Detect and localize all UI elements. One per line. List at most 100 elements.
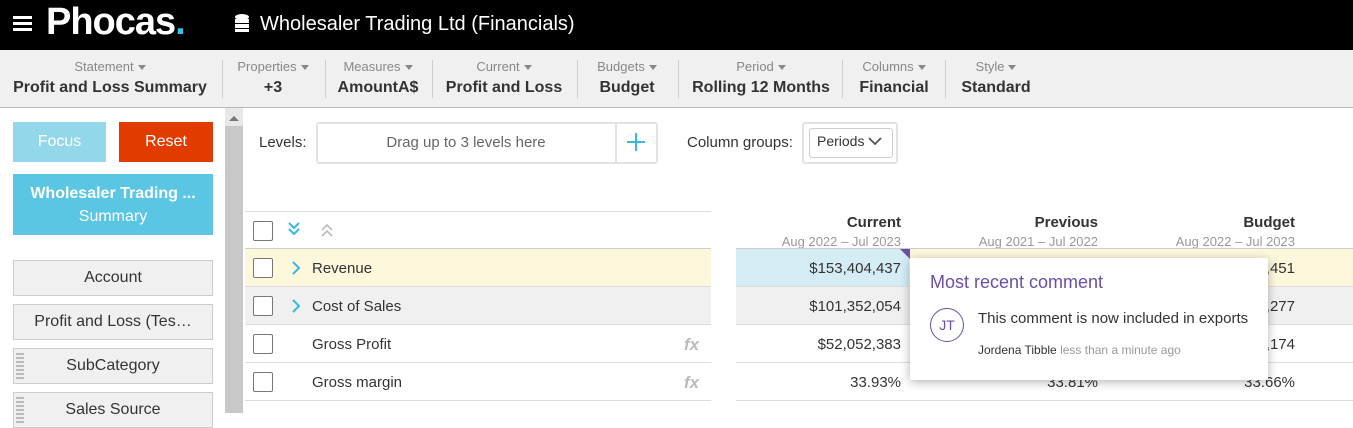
sidebar-item[interactable]: Sales Source xyxy=(13,392,213,428)
separator xyxy=(325,60,326,98)
sidebar-item[interactable]: Profit and Loss (Tes… xyxy=(13,304,213,340)
column-header: Budget xyxy=(1243,214,1295,231)
focus-button[interactable]: Focus xyxy=(13,122,106,162)
divider xyxy=(615,124,617,162)
separator xyxy=(222,60,223,98)
comment-marker xyxy=(900,249,910,259)
toolbar-value[interactable]: +3 xyxy=(263,79,283,96)
scroll-up[interactable] xyxy=(229,115,239,121)
toolbar-value[interactable]: AmountA$ xyxy=(337,79,419,96)
label-text: Columns xyxy=(862,59,914,74)
periods-dropdown[interactable] xyxy=(802,122,898,164)
caret xyxy=(777,65,786,71)
drag-handle[interactable] xyxy=(16,353,24,379)
row-checkbox[interactable] xyxy=(253,296,273,316)
separator xyxy=(577,60,578,98)
toolbar-label[interactable]: Budgets xyxy=(547,59,707,74)
logo-text: Phocas xyxy=(46,1,176,43)
cell-value: ,174 xyxy=(1265,336,1295,353)
collapse-all[interactable] xyxy=(320,223,334,239)
cell-value: $52,052,383 xyxy=(817,336,901,353)
top-bar xyxy=(0,0,1353,50)
label-text: Budgets xyxy=(597,59,645,74)
column-header: Previous xyxy=(1034,214,1098,231)
toolbar xyxy=(0,50,1353,108)
row-checkbox[interactable] xyxy=(253,372,273,392)
comment-title: Most recent comment xyxy=(930,272,1104,292)
divider xyxy=(245,248,711,249)
column-range: Aug 2022 – Jul 2023 xyxy=(781,234,901,249)
column-range: Aug 2021 – Jul 2022 xyxy=(978,234,1098,249)
caret xyxy=(523,65,532,71)
toolbar-label[interactable]: Columns xyxy=(814,59,974,74)
drag-handle[interactable] xyxy=(16,397,24,423)
database-icon xyxy=(235,14,249,32)
column-header: Current xyxy=(846,214,901,231)
row-checkbox[interactable] xyxy=(253,334,273,354)
toolbar-value[interactable]: Budget xyxy=(599,79,655,96)
caret xyxy=(917,65,926,71)
caret xyxy=(1008,65,1017,71)
logo: Phocas. xyxy=(46,1,186,44)
toolbar-value[interactable]: Financial xyxy=(859,79,929,96)
cell-value: $153,404,437 xyxy=(809,260,901,277)
cell-value: $101,352,054 xyxy=(809,298,901,315)
add-level[interactable] xyxy=(626,132,646,152)
expand-all[interactable] xyxy=(287,221,301,237)
label-text: Properties xyxy=(237,59,297,74)
separator xyxy=(678,60,679,98)
reset-button[interactable]: Reset xyxy=(119,122,213,162)
toolbar-label[interactable]: Measures xyxy=(298,59,458,74)
toolbar-value[interactable]: Standard xyxy=(961,79,1031,96)
toolbar-value[interactable]: Rolling 12 Months xyxy=(692,79,830,96)
dataset-title: Wholesaler Trading Ltd (Financials) xyxy=(260,13,575,35)
row-checkbox[interactable] xyxy=(253,258,273,278)
selection-card[interactable]: Wholesaler Trading ... Summary xyxy=(13,174,213,235)
caret xyxy=(137,65,146,71)
row-name[interactable]: Gross Profit xyxy=(312,336,392,353)
toolbar-label[interactable]: Statement xyxy=(30,59,190,74)
toolbar-label[interactable]: Current xyxy=(424,59,584,74)
cell-value: ,277 xyxy=(1265,298,1295,315)
toolbar-label[interactable]: Period xyxy=(681,59,841,74)
comment-time: less than a minute ago xyxy=(1060,343,1181,357)
toolbar-label[interactable]: Properties xyxy=(193,59,353,74)
levels-dropzone[interactable] xyxy=(316,122,658,164)
column-groups-label: Column groups: xyxy=(687,134,793,151)
formula-icon: fx xyxy=(684,373,700,392)
levels-placeholder: Drag up to 3 levels here xyxy=(386,134,546,151)
row xyxy=(245,363,711,401)
comment-text: This comment is now included in exports xyxy=(978,310,1249,327)
periods-value: Periods xyxy=(817,133,865,149)
card-title: Wholesaler Trading ... xyxy=(30,185,196,202)
label-text: Measures xyxy=(343,59,401,74)
comment-popup: Most recent comment JT This comment is n… xyxy=(910,258,1268,380)
cell-value: ,451 xyxy=(1265,260,1295,277)
sidebar-item[interactable]: SubCategory xyxy=(13,348,213,384)
toolbar-label[interactable]: Style xyxy=(916,59,1076,74)
select-all[interactable] xyxy=(253,221,273,241)
toolbar-value[interactable]: Profit and Loss Summary xyxy=(13,79,207,96)
label-text: Statement xyxy=(74,59,134,74)
separator xyxy=(945,60,946,98)
toolbar-value[interactable]: Profit and Loss xyxy=(445,79,563,96)
sidebar-item[interactable]: Account xyxy=(13,260,213,296)
selected-cell xyxy=(736,249,909,286)
comment-author: Jordena Tibble xyxy=(978,343,1057,357)
cell-value: 33.93% xyxy=(850,374,901,391)
divider xyxy=(736,248,1353,249)
separator xyxy=(842,60,843,98)
row-name[interactable]: Gross margin xyxy=(312,374,403,391)
label-text: Style xyxy=(975,59,1005,74)
row-name[interactable]: Cost of Sales xyxy=(312,298,402,315)
caret xyxy=(404,65,413,71)
card-subtitle: Summary xyxy=(78,208,148,225)
label-text: Period xyxy=(736,59,774,74)
avatar: JT xyxy=(930,308,964,342)
menu-icon[interactable] xyxy=(13,16,33,32)
row-name[interactable]: Revenue xyxy=(312,260,373,277)
logo-dot: . xyxy=(175,1,186,43)
formula-icon: fx xyxy=(684,335,700,354)
scrollbar[interactable] xyxy=(225,108,243,413)
row xyxy=(245,249,711,287)
